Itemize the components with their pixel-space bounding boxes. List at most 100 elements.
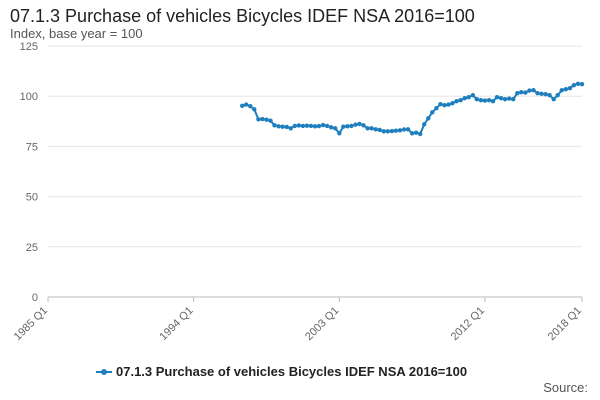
data-point [252,107,257,112]
data-point [498,96,504,101]
data-point [547,93,552,98]
data-point [272,123,277,128]
data-point [349,123,354,129]
data-point [458,98,463,103]
data-point [268,118,273,123]
data-point [482,98,488,103]
data-point [240,103,245,109]
data-point [405,127,411,132]
x-tick-label: 1994 Q1 [157,305,195,343]
data-point [389,128,395,134]
data-point [288,126,293,131]
data-point [519,90,524,95]
data-point [397,128,403,133]
data-point [454,99,459,104]
data-point [543,92,548,97]
y-tick-label: 100 [20,91,38,103]
data-point [280,124,285,129]
data-point [446,102,451,107]
data-point [312,124,318,129]
data-point [555,93,560,98]
data-point [567,86,573,91]
x-tick-label: 2012 Q1 [449,305,487,343]
data-point [551,97,556,102]
data-point [244,102,249,107]
data-point [373,127,378,132]
y-tick-label: 50 [26,192,38,204]
data-point [276,124,281,129]
data-point [381,129,386,134]
data-point [296,123,301,128]
y-tick-label: 75 [26,141,38,153]
data-point [507,96,512,101]
data-point [308,123,314,129]
data-point [365,126,370,131]
data-point [409,131,415,136]
data-point [248,104,253,109]
data-point [385,129,390,134]
y-tick-label: 0 [32,292,38,304]
data-point [422,122,427,127]
data-point [264,117,269,122]
data-point [466,95,471,100]
legend-swatch [96,367,112,377]
y-tick-label: 125 [20,41,38,53]
data-point [575,81,581,87]
data-point [502,97,508,102]
source-label: Source: [543,380,588,395]
data-point [413,130,419,135]
data-point [511,97,516,102]
x-tick-label: 2003 Q1 [303,305,341,343]
data-point [393,128,399,133]
data-point [329,125,334,130]
data-point [434,106,439,111]
data-point [515,91,520,96]
data-point [539,91,544,97]
data-point [320,122,326,128]
data-point [284,124,289,130]
data-point [462,96,467,101]
data-point [442,103,447,108]
data-point [369,126,374,131]
data-point [333,126,338,131]
data-point [470,93,475,98]
data-point [523,90,528,95]
data-point [426,116,431,121]
legend-swatch-dot [101,368,107,375]
data-point [324,123,330,129]
data-point [490,99,496,104]
chart-title: 07.1.3 Purchase of vehicles Bicycles IDE… [10,6,475,26]
data-point [418,131,423,137]
data-point [260,116,265,122]
y-tick-labels: 0 25 50 75 100 125 [20,41,38,304]
legend-label: 07.1.3 Purchase of vehicles Bicycles IDE… [116,364,468,379]
data-point [559,88,564,93]
x-tick-label: 2018 Q1 [546,305,584,343]
data-point [357,121,362,127]
data-point [486,98,492,103]
data-point [256,117,261,122]
data-point [345,124,350,129]
data-point [527,88,532,93]
data-point [478,98,484,103]
data-point [337,131,342,136]
data-point [353,122,358,127]
data-point [304,123,310,128]
data-point [535,91,540,96]
data-point [292,123,297,129]
data-point [579,82,585,87]
data-point [300,123,306,129]
y-tick-label: 25 [26,242,38,254]
x-tick-label: 1985 Q1 [12,305,50,343]
legend[interactable]: 07.1.3 Purchase of vehicles Bicycles IDE… [96,364,467,379]
data-point [571,83,577,88]
data-point [474,97,479,102]
data-point [494,95,500,100]
data-point [401,127,407,132]
x-tick-labels: 1985 Q1 1994 Q1 2003 Q1 2012 Q1 2018 Q1 [12,305,584,343]
data-point [341,124,346,129]
grid-lines [47,45,583,302]
series-group [240,81,585,137]
data-point [430,110,435,115]
